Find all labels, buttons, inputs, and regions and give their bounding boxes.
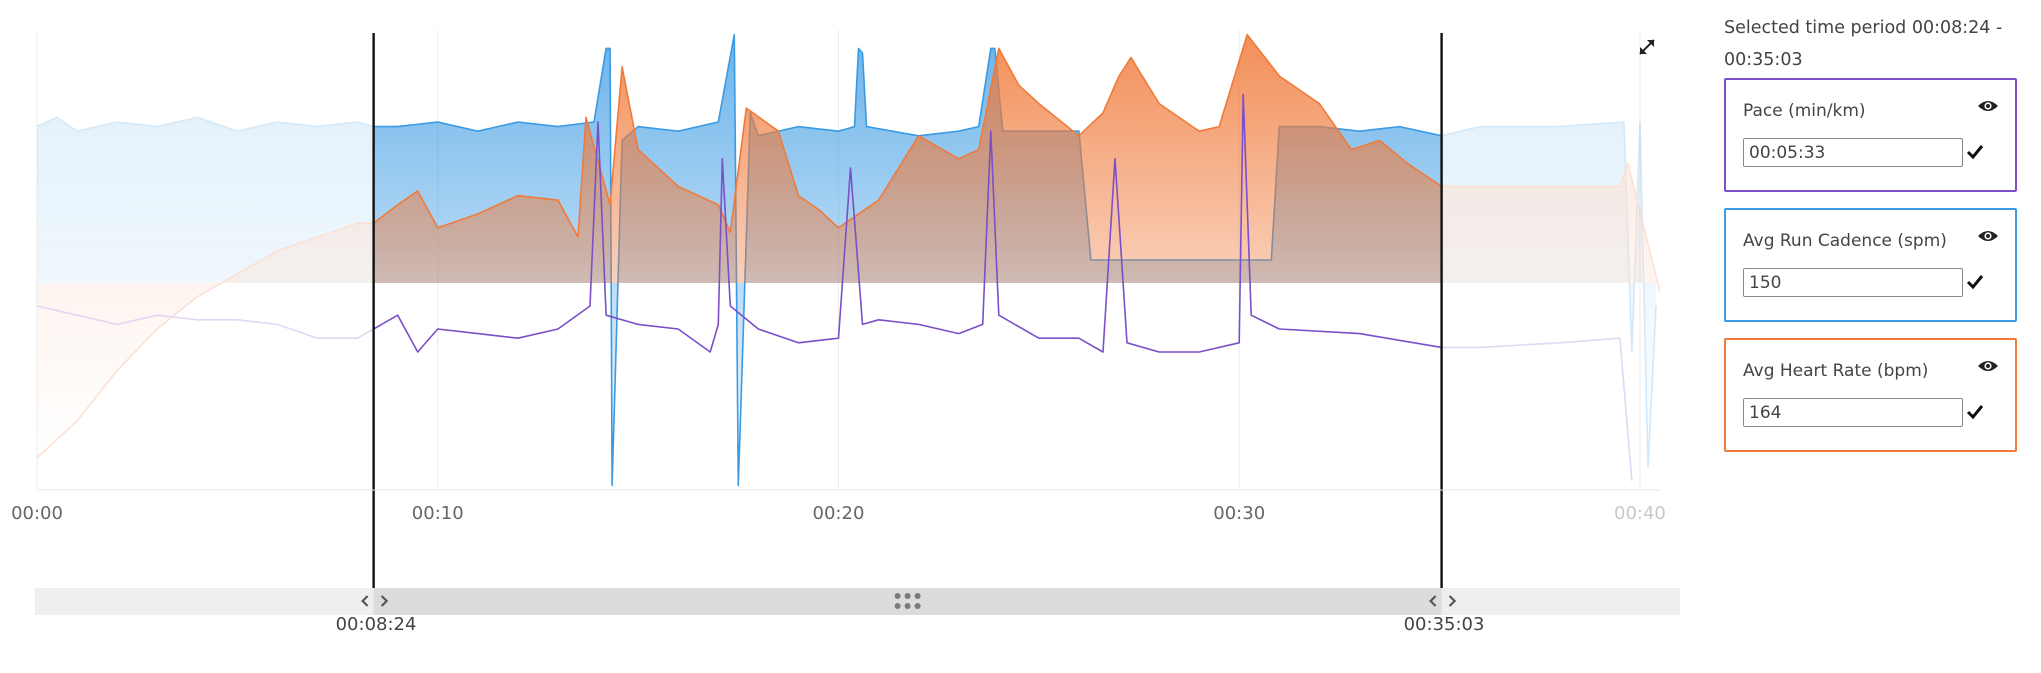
metrics-panel: Selected time period 00:08:24 - 00:35:03… bbox=[1724, 0, 2024, 673]
series-group bbox=[373, 93, 1442, 353]
chart-area: 00:00 00:10 00:20 00:30 00:40 00:08:24 00:35… bbox=[0, 0, 1680, 673]
x-tick-label: 00:10 bbox=[412, 503, 464, 524]
checkmark-icon[interactable] bbox=[1966, 144, 1984, 160]
expand-arrows-icon[interactable] bbox=[1636, 36, 1658, 58]
metric-card-heart-rate: Avg Heart Rate (bpm) bbox=[1724, 338, 2017, 452]
eye-icon[interactable] bbox=[1977, 228, 1999, 244]
eye-icon[interactable] bbox=[1977, 98, 1999, 114]
pace-value-input[interactable] bbox=[1743, 138, 1963, 167]
series-line bbox=[373, 33, 1442, 238]
checkmark-icon[interactable] bbox=[1966, 274, 1984, 290]
x-tick-label: 00:30 bbox=[1213, 503, 1265, 524]
scrollbar-thumb[interactable] bbox=[373, 588, 1442, 615]
metric-label: Avg Heart Rate (bpm) bbox=[1743, 361, 1929, 381]
series-area bbox=[373, 34, 1442, 283]
metric-label: Pace (min/km) bbox=[1743, 101, 1866, 121]
metric-label: Avg Run Cadence (spm) bbox=[1743, 231, 1947, 251]
chevron-right-icon[interactable] bbox=[380, 595, 389, 607]
metric-card-cadence: Avg Run Cadence (spm) bbox=[1724, 208, 2017, 322]
chevron-right-icon[interactable] bbox=[1448, 595, 1457, 607]
x-tick-label: 00:20 bbox=[813, 503, 865, 524]
selected-period-text: Selected time period 00:08:24 - 00:35:03 bbox=[1724, 18, 2003, 70]
checkmark-icon[interactable] bbox=[1966, 404, 1984, 420]
cadence-value-input[interactable] bbox=[1743, 268, 1963, 297]
x-tick-label: 00:00 bbox=[11, 503, 63, 524]
selected-region-series bbox=[373, 33, 1442, 487]
drag-grip-icon[interactable] bbox=[894, 593, 921, 609]
range-scrollbar[interactable] bbox=[35, 588, 1680, 615]
x-axis: 00:00 00:10 00:20 00:30 00:40 bbox=[11, 489, 1666, 524]
selection-end-label: 00:35:03 bbox=[1403, 614, 1485, 635]
chevron-left-icon[interactable] bbox=[1429, 595, 1437, 607]
selection-start-label: 00:08:24 bbox=[335, 614, 417, 635]
series-line bbox=[373, 93, 1442, 353]
selection-markers[interactable] bbox=[372, 33, 1443, 602]
x-tick-label: 00:40 bbox=[1614, 503, 1666, 524]
chevron-left-icon[interactable] bbox=[361, 595, 369, 607]
heart-rate-value-input[interactable] bbox=[1743, 398, 1963, 427]
series-group bbox=[373, 33, 1442, 283]
metric-card-pace: Pace (min/km) bbox=[1724, 78, 2017, 192]
eye-icon[interactable] bbox=[1977, 358, 1999, 374]
timeline-chart[interactable]: 00:00 00:10 00:20 00:30 00:40 bbox=[0, 0, 1680, 673]
